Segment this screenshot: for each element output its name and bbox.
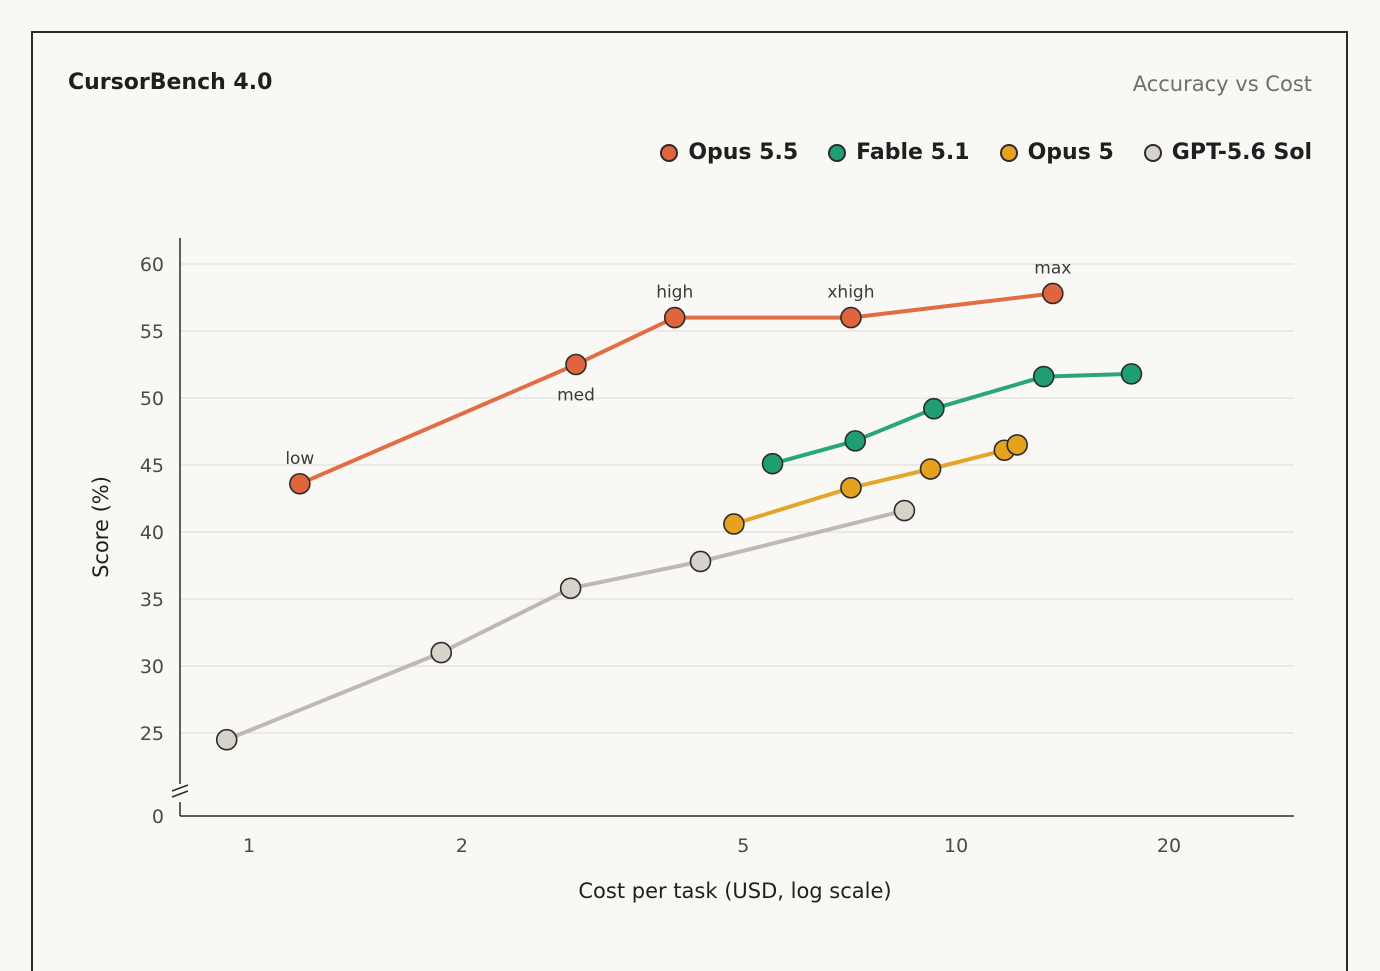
x-tick-label: 5 [737, 835, 749, 857]
chart-title: CursorBench 4.0 [68, 70, 273, 95]
legend-item-opus-5-5[interactable]: Opus 5.5 [660, 140, 798, 165]
legend-item-gpt-5-6-sol[interactable]: GPT-5.6 Sol [1143, 140, 1312, 165]
axis-break-icon [171, 784, 189, 798]
series-fable-5-1 [761, 363, 1143, 475]
data-point[interactable] [430, 641, 453, 664]
series-layer [215, 282, 1143, 751]
data-point[interactable] [559, 577, 582, 600]
point-labels: low med high xhigh max [285, 258, 1071, 468]
point-label: high [656, 283, 693, 303]
y-axis-title: Score (%) [89, 476, 113, 578]
data-point[interactable] [893, 499, 916, 522]
legend-label: Opus 5 [1027, 140, 1114, 165]
data-point[interactable] [689, 550, 712, 573]
y-tick-label: 50 [140, 388, 164, 410]
x-axis-title: Cost per task (USD, log scale) [578, 879, 891, 903]
data-point[interactable] [1042, 282, 1064, 305]
point-label: xhigh [827, 283, 874, 303]
legend-swatch-icon [828, 143, 847, 162]
legend-item-opus-5[interactable]: Opus 5 [999, 140, 1114, 165]
legend-swatch-icon [1143, 143, 1162, 162]
point-label: max [1034, 258, 1071, 278]
point-label: med [557, 386, 595, 406]
data-point[interactable] [761, 452, 784, 475]
data-point[interactable] [1006, 434, 1028, 456]
data-point[interactable] [565, 353, 587, 376]
legend-label: Fable 5.1 [856, 140, 970, 165]
legend-label: GPT-5.6 Sol [1171, 140, 1312, 165]
y-tick-label: 25 [140, 723, 164, 745]
legend-swatch-icon [999, 143, 1018, 162]
data-point[interactable] [923, 397, 945, 420]
data-point[interactable] [919, 458, 942, 480]
x-tick-label: 10 [944, 835, 968, 857]
series-line [225, 508, 905, 742]
x-tick-label: 1 [243, 835, 255, 857]
legend-item-fable-5-1[interactable]: Fable 5.1 [828, 140, 970, 165]
x-tick-label: 2 [456, 835, 468, 857]
x-tick-label: 20 [1157, 835, 1181, 857]
series-line [771, 371, 1132, 466]
data-point[interactable] [1032, 365, 1055, 388]
data-point[interactable] [840, 476, 862, 499]
data-point[interactable] [289, 472, 311, 495]
legend: Opus 5.5 Fable 5.1 Opus 5 GPT-5.6 Sol [660, 140, 1312, 165]
y-tick-label: 35 [140, 589, 164, 611]
y-tick-label: 60 [140, 254, 164, 276]
data-point[interactable] [1120, 363, 1143, 385]
y-tick-label: 45 [140, 455, 164, 477]
y-tick-label: 40 [140, 522, 164, 544]
chart-frame [31, 31, 1348, 971]
y-tick-label: 30 [140, 656, 164, 678]
series-gpt-5-6-sol [215, 499, 916, 751]
series-opus-5 [723, 434, 1028, 535]
data-point[interactable] [723, 513, 745, 535]
legend-swatch-icon [660, 143, 679, 162]
chart-subtitle: Accuracy vs Cost [1132, 72, 1312, 96]
grid-lines [180, 263, 1294, 734]
data-point[interactable] [663, 306, 686, 329]
point-label: low [285, 449, 314, 469]
y-tick-label: 55 [140, 321, 164, 343]
series-opus-5-5 [289, 282, 1064, 495]
data-point[interactable] [840, 306, 862, 329]
y-tick-label: 0 [152, 806, 164, 828]
data-point[interactable] [844, 430, 867, 452]
data-point[interactable] [215, 728, 238, 751]
legend-label: Opus 5.5 [688, 140, 799, 165]
